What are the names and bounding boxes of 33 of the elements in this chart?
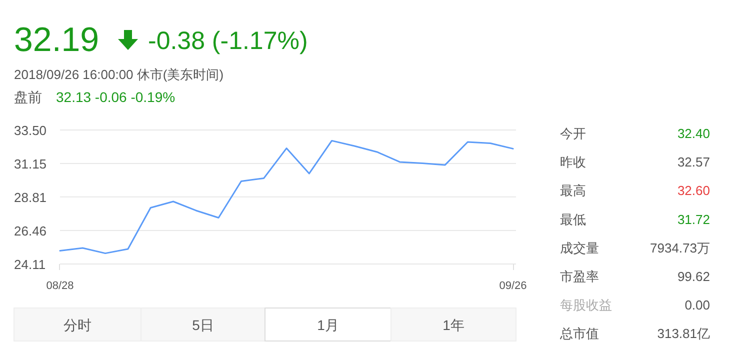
- y-tick-label: 31.15: [14, 156, 47, 172]
- x-tick-label: 09/26: [499, 280, 527, 292]
- text: 最低: [560, 212, 586, 227]
- y-tick-label: 28.81: [14, 190, 47, 205]
- text: 32.57: [677, 154, 710, 170]
- line-series: [59, 140, 514, 254]
- text: 昨收: [560, 154, 586, 170]
- text: 成交量: [560, 240, 599, 256]
- text: 分时: [64, 317, 92, 333]
- text: 32.60: [677, 183, 710, 198]
- text: 31.72: [677, 212, 710, 227]
- text: 5日: [192, 317, 214, 333]
- text: 市盈率: [560, 269, 599, 284]
- text: 最高: [560, 183, 586, 198]
- text: 0.00: [684, 298, 710, 313]
- text: 总市值: [559, 326, 599, 342]
- text: 2018/09/26 16:00:00 休市(美东时间): [14, 67, 224, 82]
- text: 32.40: [677, 126, 710, 141]
- y-tick-label: 33.50: [14, 123, 47, 138]
- text: 1年: [442, 317, 464, 333]
- y-tick-label: 26.46: [14, 223, 47, 238]
- text: 每股收益: [560, 298, 612, 313]
- chart-subtitle: -0.38 (-1.17%): [148, 27, 308, 55]
- text: 313.81亿: [657, 326, 710, 342]
- text: 盘前: [14, 89, 42, 105]
- y-tick-label: 24.11: [14, 257, 46, 272]
- text: 7934.73万: [650, 240, 710, 256]
- text: 32.13 -0.06 -0.19%: [56, 89, 176, 105]
- chart-title: 32.19: [14, 21, 100, 59]
- text: 今开: [560, 126, 586, 141]
- text: 99.62: [677, 269, 710, 284]
- text: 1月: [317, 317, 339, 333]
- x-tick-label: 08/28: [46, 280, 74, 292]
